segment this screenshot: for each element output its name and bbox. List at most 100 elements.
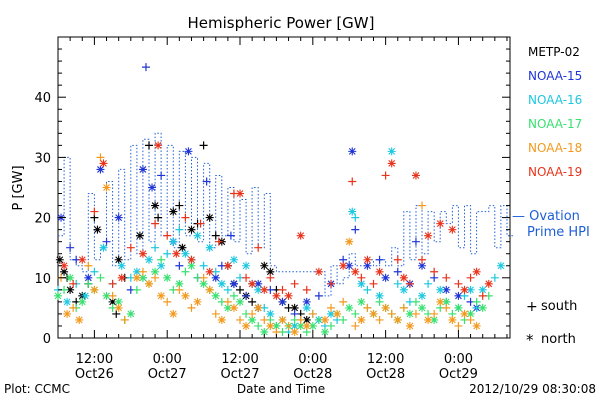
noaa-15-south-point: [375, 255, 384, 264]
noaa-15-north-point: [363, 261, 372, 270]
noaa-15-south-point: [351, 225, 360, 234]
noaa-18-north-point: [102, 183, 111, 192]
noaa-19-north-point: [314, 267, 323, 276]
noaa-19-north-point: [236, 189, 245, 198]
noaa-18-south-point: [387, 309, 396, 318]
noaa-16-south-point: [393, 279, 402, 288]
x-tick-label-time: 12:00: [367, 352, 404, 367]
noaa-17-north-point: [66, 273, 75, 282]
noaa-16-south-point: [175, 225, 184, 234]
noaa-18-north-point: [132, 273, 141, 282]
y-tick-label: 20: [34, 212, 51, 227]
x-tick-label-time: 0:00: [153, 352, 182, 367]
noaa-18-north-point: [217, 315, 226, 324]
metp-02-north-point: [66, 285, 75, 294]
noaa-19-north-point: [351, 267, 360, 276]
noaa-17-north-point: [54, 291, 62, 300]
noaa-19-south-point: [348, 177, 357, 186]
noaa-19-north-point: [205, 267, 214, 276]
metp-02-south-point: [145, 141, 154, 150]
legend-noaa-15: NOAA-15: [528, 69, 582, 83]
noaa-18-north-point: [157, 291, 166, 300]
noaa-17-north-point: [260, 327, 269, 336]
noaa-19-south-point: [302, 285, 311, 294]
noaa-17-north-point: [320, 327, 329, 336]
noaa-18-north-point: [405, 321, 414, 330]
x-axis-label: Date and Time: [237, 382, 325, 396]
noaa-16-north-point: [205, 243, 214, 252]
noaa-16-north-point: [387, 147, 396, 156]
noaa-19-north-point: [363, 255, 372, 264]
noaa-18-north-point: [357, 315, 366, 324]
legend-north-symbol: *: [526, 331, 534, 349]
noaa-17-south-point: [327, 321, 336, 330]
noaa-19-south-point: [126, 243, 135, 252]
noaa-18-south-point: [187, 303, 196, 312]
legend-metp-02: METP-02: [528, 45, 580, 59]
legend-noaa-19: NOAA-19: [528, 165, 582, 179]
legend-noaa-17: NOAA-17: [528, 117, 582, 131]
satellite-points-layer: [54, 63, 505, 336]
noaa-19-north-point: [411, 171, 420, 180]
noaa-18-south-point: [363, 303, 372, 312]
noaa-17-south-point: [254, 321, 263, 330]
metp-02-south-point: [236, 285, 245, 294]
noaa-17-north-point: [405, 309, 414, 318]
noaa-17-north-point: [138, 273, 147, 282]
ovation-hpi-layer: [58, 132, 513, 297]
noaa-18-south-point: [236, 315, 245, 324]
noaa-18-south-point: [351, 321, 360, 330]
noaa-15-north-point: [381, 273, 390, 282]
noaa-16-north-point: [157, 261, 166, 270]
noaa-19-north-point: [424, 231, 433, 240]
legend: METP-02 NOAA-15 NOAA-16 NOAA-17 NOAA-18 NOAA-…: [512, 45, 590, 349]
noaa-17-north-point: [418, 303, 427, 312]
noaa-16-north-point: [217, 279, 226, 288]
noaa-18-south-point: [296, 315, 305, 324]
noaa-19-north-point: [187, 255, 196, 264]
noaa-16-north-point: [418, 291, 427, 300]
legend-north-label: north: [541, 332, 576, 347]
noaa-18-south-point: [454, 321, 463, 330]
noaa-19-south-point: [454, 279, 463, 288]
noaa-18-north-point: [290, 327, 299, 336]
metp-02-north-point: [108, 297, 117, 306]
noaa-19-north-point: [78, 255, 87, 264]
noaa-19-south-point: [466, 273, 475, 282]
noaa-18-north-point: [302, 321, 311, 330]
noaa-15-south-point: [226, 231, 235, 240]
metp-02-north-point: [178, 243, 187, 252]
noaa-18-north-point: [448, 315, 457, 324]
noaa-17-south-point: [84, 279, 93, 288]
noaa-15-north-point: [84, 273, 93, 282]
noaa-19-south-point: [278, 285, 287, 294]
noaa-16-south-point: [363, 285, 372, 294]
noaa-19-north-point: [375, 267, 384, 276]
legend-ovation-sublabel: Prime HPI: [527, 225, 590, 240]
noaa-18-south-point: [339, 297, 348, 306]
noaa-18-south-point: [175, 285, 184, 294]
noaa-18-south-point: [223, 297, 232, 306]
noaa-15-south-point: [102, 237, 111, 246]
noaa-15-south-point: [175, 261, 184, 270]
y-tick-label: 10: [34, 272, 51, 287]
noaa-16-north-point: [254, 285, 263, 294]
noaa-15-south-point: [393, 267, 402, 276]
x-tick-label-date: Oct27: [220, 367, 259, 382]
x-tick-label-time: 12:00: [76, 352, 113, 367]
noaa-19-south-point: [369, 279, 378, 288]
noaa-18-north-point: [169, 309, 178, 318]
noaa-16-south-point: [223, 285, 232, 294]
noaa-15-south-point: [66, 243, 75, 252]
noaa-16-north-point: [357, 279, 366, 288]
noaa-17-north-point: [102, 291, 111, 300]
noaa-19-north-point: [223, 261, 232, 270]
noaa-18-south-point: [248, 309, 257, 318]
plot-frame: [57, 36, 511, 339]
noaa-15-north-point: [278, 297, 287, 306]
noaa-19-south-point: [69, 279, 78, 288]
metp-02-north-point: [169, 207, 178, 216]
ovation-hpi-line: [58, 132, 513, 297]
noaa-15-north-point: [418, 261, 427, 270]
metp-02-south-point: [154, 213, 163, 222]
